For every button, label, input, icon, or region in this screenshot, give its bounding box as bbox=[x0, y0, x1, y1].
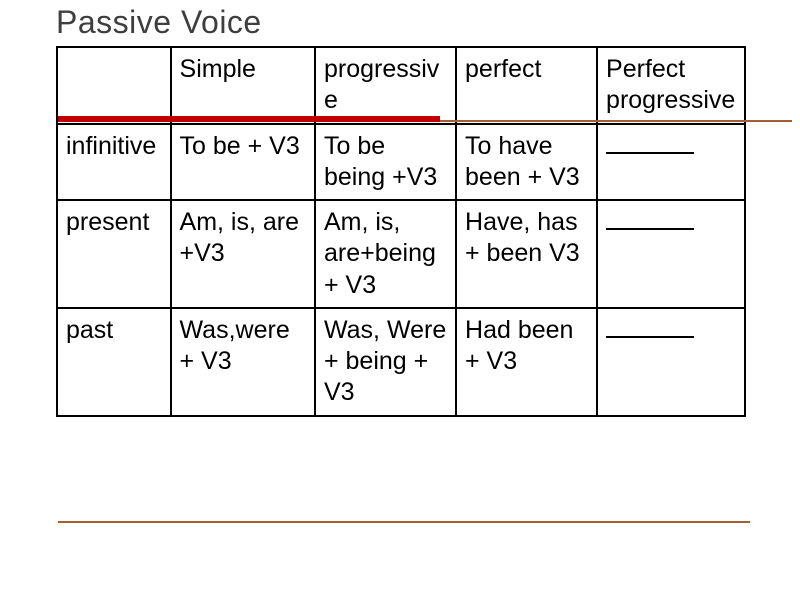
row-label-infinitive: infinitive bbox=[57, 124, 171, 201]
cell-blank bbox=[597, 200, 745, 308]
cell: To be + V3 bbox=[171, 124, 315, 201]
blank-field bbox=[606, 211, 694, 231]
table-row: infinitive To be + V3 To be being +V3 To… bbox=[57, 124, 745, 201]
header-perfect: perfect bbox=[456, 47, 597, 124]
passive-voice-table: Simple progressive perfect Perfect progr… bbox=[56, 46, 746, 417]
blank-field bbox=[606, 318, 694, 338]
table-header-row: Simple progressive perfect Perfect progr… bbox=[57, 47, 745, 124]
cell: Had been + V3 bbox=[456, 308, 597, 416]
table-row: present Am, is, are +V3 Am, is, are+bein… bbox=[57, 200, 745, 308]
brown-line-bottom bbox=[58, 521, 750, 523]
passive-voice-table-wrap: Simple progressive perfect Perfect progr… bbox=[56, 46, 746, 417]
header-progressive: progressive bbox=[315, 47, 456, 124]
blank-field bbox=[606, 134, 694, 154]
row-label-past: past bbox=[57, 308, 171, 416]
cell: Am, is, are +V3 bbox=[171, 200, 315, 308]
cell: To have been + V3 bbox=[456, 124, 597, 201]
header-blank bbox=[57, 47, 171, 124]
header-simple: Simple bbox=[171, 47, 315, 124]
row-label-present: present bbox=[57, 200, 171, 308]
cell: To be being +V3 bbox=[315, 124, 456, 201]
brown-line-top bbox=[440, 120, 792, 122]
cell: Was, Were + being + V3 bbox=[315, 308, 456, 416]
cell-blank bbox=[597, 308, 745, 416]
cell-blank bbox=[597, 124, 745, 201]
header-perfect-progressive: Perfect progressive bbox=[597, 47, 745, 124]
table-row: past Was,were + V3 Was, Were + being + V… bbox=[57, 308, 745, 416]
page-title: Passive Voice bbox=[56, 4, 262, 41]
cell: Was,were + V3 bbox=[171, 308, 315, 416]
cell: Have, has + been V3 bbox=[456, 200, 597, 308]
red-accent-line bbox=[58, 116, 440, 122]
cell: Am, is, are+being + V3 bbox=[315, 200, 456, 308]
